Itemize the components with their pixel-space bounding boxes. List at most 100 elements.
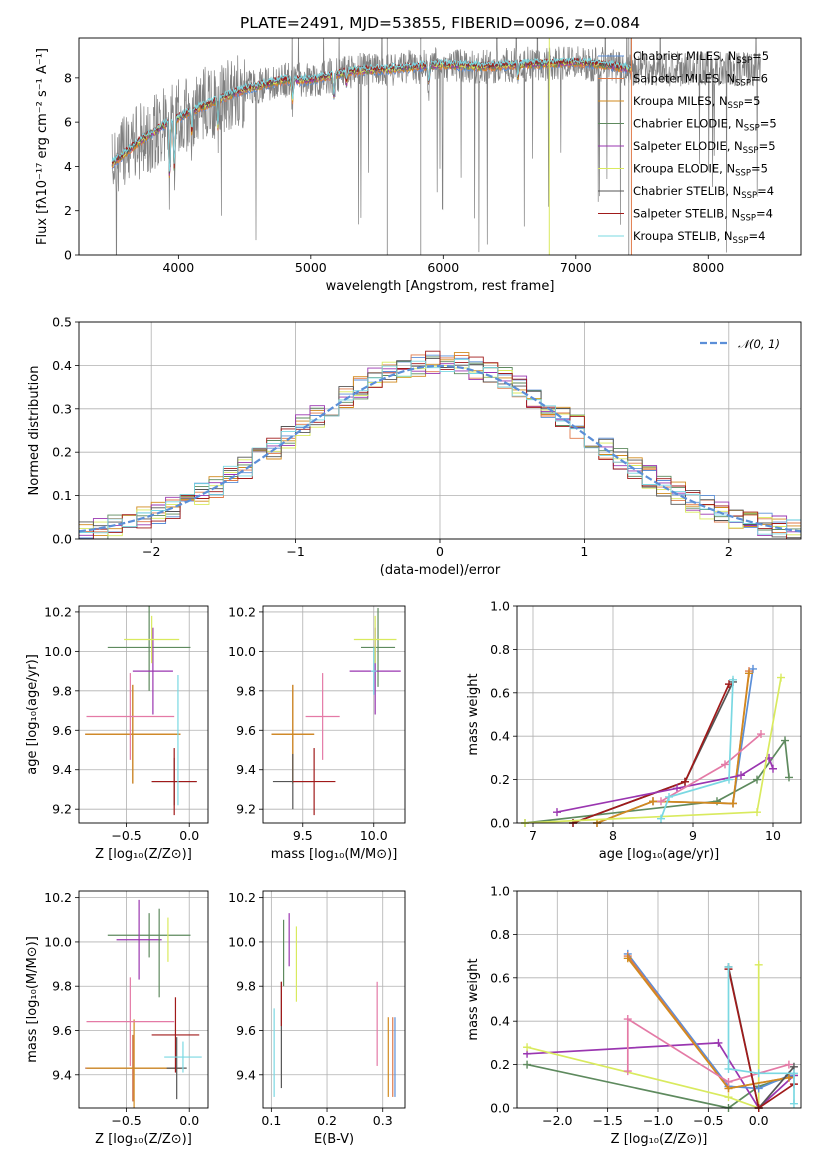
plot-frame (262, 605, 406, 824)
y-tick-label-4: 10.2 (228, 890, 256, 905)
x-axis-label: mass [log₁₀(M/M⊙)] (271, 847, 398, 862)
legend-label-text: Kroupa STELIB, N (633, 229, 733, 243)
legend-subscript: SSP (744, 124, 760, 134)
legend-label-text: Kroupa ELODIE, N (633, 162, 735, 176)
weight-marker-9-1 (724, 1064, 733, 1073)
weight-marker-5-3 (745, 669, 753, 678)
weight-marker-9-3 (729, 675, 737, 684)
y-tick-label-3: 10.0 (44, 934, 72, 949)
weight-marker-0-3 (781, 736, 789, 745)
legend-entry-normal: 𝒩(0, 1) (738, 337, 780, 351)
weight-vs-age-panel: 7 8 9 10 0.0 0.2 0.4 0.6 0.8 1.0 age [log₁₀(age/yr… (466, 599, 802, 862)
x-tick-label-0: 9.5 (293, 828, 313, 843)
weight-marker-6-2 (737, 771, 745, 780)
weight-marker-6-1 (673, 784, 681, 793)
x-tick-label-3: −0.5 (693, 1113, 723, 1128)
weight-marker-7-0 (657, 797, 665, 806)
y-tick-label-5: 0.5 (52, 315, 72, 330)
legend-count: =5 (743, 94, 760, 108)
y-tick-label-4: 10.2 (44, 890, 72, 905)
x-tick-label-4: 0.0 (749, 1113, 769, 1128)
legend-entry-7: Salpeter STELIB, NSSP=4 (633, 207, 773, 224)
legend-count: =5 (760, 117, 777, 131)
y-tick-label-0: 0 (64, 248, 72, 263)
weight-line-salpeter-elodie-6 (556, 756, 774, 813)
chart-title: PLATE=2491, MJD=53855, FIBERID=0096, z=0… (240, 14, 640, 32)
legend-entry-6: Chabrier STELIB, NSSP=4 (633, 184, 774, 201)
legend-count: =4 (757, 184, 774, 198)
legend-subscript: SSP (733, 236, 749, 246)
weight-marker-5-1 (649, 797, 657, 806)
weight-marker-0-0 (523, 1060, 532, 1069)
plot-frame (516, 605, 802, 824)
weight-marker-5-2 (729, 799, 737, 808)
legend-entry-1: Salpeter MILES, NSSP=6 (633, 72, 768, 89)
x-tick-label-2: 0 (436, 544, 444, 559)
weight-marker-2-0 (523, 1043, 532, 1052)
weight-marker-9-1 (665, 792, 673, 801)
x-tick-label-1: 0.2 (317, 1113, 337, 1128)
weight-marker-9-2 (725, 775, 733, 784)
x-tick-label-2: 6000 (427, 260, 459, 275)
legend-subscript: SSP (743, 146, 759, 156)
y-tick-label-2: 0.2 (52, 445, 72, 460)
y-tick-label-1: 0.2 (490, 1057, 510, 1072)
weight-marker-8-2 (777, 673, 785, 682)
weight-marker-2-2 (725, 680, 733, 689)
y-axis-label: mass weight (466, 673, 481, 755)
x-tick-label-3: 7000 (560, 260, 592, 275)
y-axis-label: age [log₁₀(age/yr)] (25, 654, 40, 775)
weight-marker-2-1 (681, 777, 689, 786)
x-axis-label: Z [log₁₀(Z/Z⊙)] (611, 1132, 708, 1147)
y-tick-label-2: 9.6 (236, 723, 256, 738)
y-tick-label-2: 0.4 (490, 729, 510, 744)
mass-vs-metallicity-panel: −0.5 0.0 9.4 9.6 9.8 10.0 10.2 Z [log₁₀(Z/Z⊙)] m… (25, 890, 209, 1147)
x-tick-label-0: −0.5 (111, 1113, 141, 1128)
histogram-kroupa-stelib (79, 359, 801, 535)
x-axis-label: age [log₁₀(age/yr)] (599, 847, 720, 862)
weight-marker-2-3 (754, 960, 763, 969)
weight-marker-0-1 (713, 797, 721, 806)
y-tick-label-4: 0.4 (52, 358, 72, 373)
y-tick-label-2: 9.8 (52, 979, 72, 994)
y-tick-label-3: 0.6 (490, 685, 510, 700)
legend-subscript: SSP (728, 101, 744, 111)
weight-marker-3-2 (754, 1084, 763, 1093)
plot-frame (516, 890, 802, 1109)
legend-subscript: SSP (736, 56, 752, 66)
weight-line-kroupa-stelib-9 (660, 679, 734, 819)
weight-marker-5-2 (784, 1073, 793, 1082)
y-axis-label: Normed distribution (27, 366, 42, 496)
x-axis-label: wavelength [Angstrom, rest frame] (326, 279, 555, 294)
weight-line-chabrier-miles-3 (627, 953, 790, 1090)
plot-frame (78, 890, 209, 1109)
weight-marker-0-2 (753, 775, 761, 784)
legend-count: =6 (751, 72, 768, 86)
y-tick-label-4: 10.0 (228, 644, 256, 659)
normal-curve (78, 364, 802, 533)
y-tick-label-4: 0.8 (490, 642, 510, 657)
y-axis-label: mass [log₁₀(M/M⊙)] (25, 936, 40, 1063)
y-tick-label-1: 9.4 (236, 762, 256, 777)
plot-frame (262, 890, 406, 1109)
weight-marker-7-1 (721, 760, 729, 769)
legend-subscript: SSP (740, 214, 756, 224)
model-salpeter-stelib (111, 57, 632, 170)
x-tick-label-0: 7 (529, 828, 537, 843)
weight-vs-metallicity-panel: −2.0 −1.5 −1.0 −0.5 0.0 0.0 0.2 0.4 0.6 0.8 1.0 Z [… (466, 884, 802, 1147)
x-tick-label-2: −1.0 (643, 1113, 673, 1128)
weight-marker-6-1 (623, 1015, 632, 1024)
x-tick-label-0: −0.5 (111, 828, 141, 843)
legend-entry-2: Kroupa MILES, NSSP=5 (633, 94, 760, 111)
legend-subscript: SSP (741, 191, 757, 201)
legend-entry-8: Kroupa STELIB, NSSP=4 (633, 229, 765, 246)
y-tick-label-2: 4 (64, 159, 72, 174)
y-tick-label-0: 0.0 (490, 1101, 510, 1116)
legend-entry-4: Salpeter ELODIE, NSSP=5 (633, 139, 776, 156)
x-axis-label: E(B-V) (314, 1132, 354, 1147)
plot-frame (78, 37, 802, 256)
age-vs-metallicity-panel: −0.5 0.0 9.2 9.4 9.6 9.8 10.0 10.2 Z [log₁₀(Z/Z⊙… (25, 604, 209, 862)
plot-frame (78, 605, 209, 824)
y-tick-label-3: 9.8 (52, 683, 72, 698)
